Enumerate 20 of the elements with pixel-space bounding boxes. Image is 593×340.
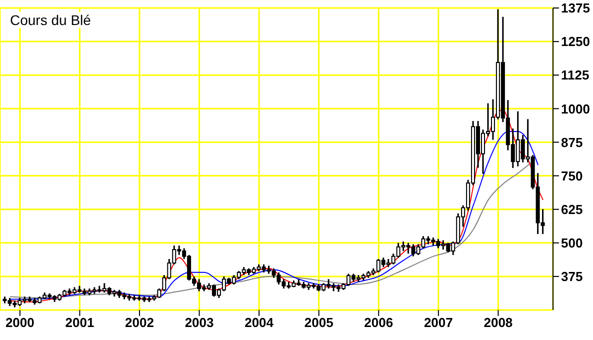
y-tick-label: 500: [561, 236, 583, 251]
y-tick-label: 375: [561, 269, 583, 284]
chart-title: Cours du Blé: [8, 12, 93, 28]
line-series: [9, 160, 534, 298]
y-tick-label: 1125: [561, 68, 590, 83]
x-tick-label: 2007: [424, 315, 453, 330]
y-tick-label: 750: [561, 168, 583, 184]
x-tick-label: 2001: [65, 315, 94, 330]
x-tick-label: 2008: [484, 315, 513, 330]
x-tick-label: 2002: [125, 315, 154, 330]
y-tick-label: 1375: [561, 0, 590, 16]
y-tick-label: 1250: [561, 34, 590, 50]
x-tick-label: 2004: [244, 315, 274, 330]
x-tick-label: 2005: [304, 315, 334, 330]
x-tick-label: 2003: [184, 315, 214, 330]
y-tick-label: 625: [561, 202, 583, 217]
y-tick-label: 875: [561, 134, 583, 150]
x-tick-label: 2000: [5, 315, 34, 330]
x-tick-label: 2006: [364, 315, 394, 330]
y-tick-label: 1000: [561, 101, 590, 116]
